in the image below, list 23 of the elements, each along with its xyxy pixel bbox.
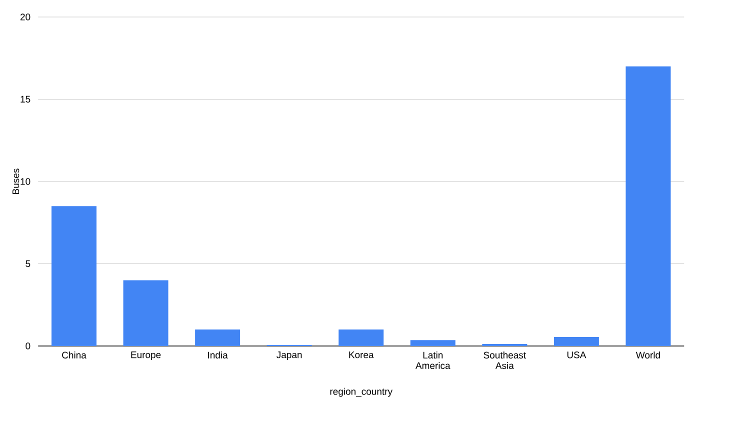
bar: [52, 206, 96, 346]
x-tick-label: India: [208, 352, 228, 359]
y-tick-label: 20: [20, 14, 30, 20]
bar: [123, 280, 168, 346]
x-tick-label: Korea: [349, 352, 374, 358]
y-tick-label: 10: [20, 178, 30, 185]
x-tick-label: USA: [567, 352, 586, 358]
y-tick-label: 15: [20, 96, 30, 103]
x-axis-title: region_country: [330, 388, 393, 397]
x-tick-label: World: [636, 352, 660, 359]
bar: [626, 66, 671, 346]
bar: [554, 336, 599, 346]
x-tick-label: China: [62, 352, 86, 359]
y-axis-title: Buses: [12, 168, 20, 194]
y-tick-label: 0: [26, 342, 30, 350]
x-tick-label: Japan: [276, 352, 302, 360]
bar: [195, 330, 240, 346]
bar: [338, 330, 384, 346]
y-tick-label: 5: [26, 260, 30, 268]
x-tick-label: Europe: [131, 352, 161, 360]
x-tick-label: Southeast Asia: [484, 352, 526, 370]
bar: [410, 340, 456, 346]
x-tick-label: Latin America: [415, 352, 450, 370]
